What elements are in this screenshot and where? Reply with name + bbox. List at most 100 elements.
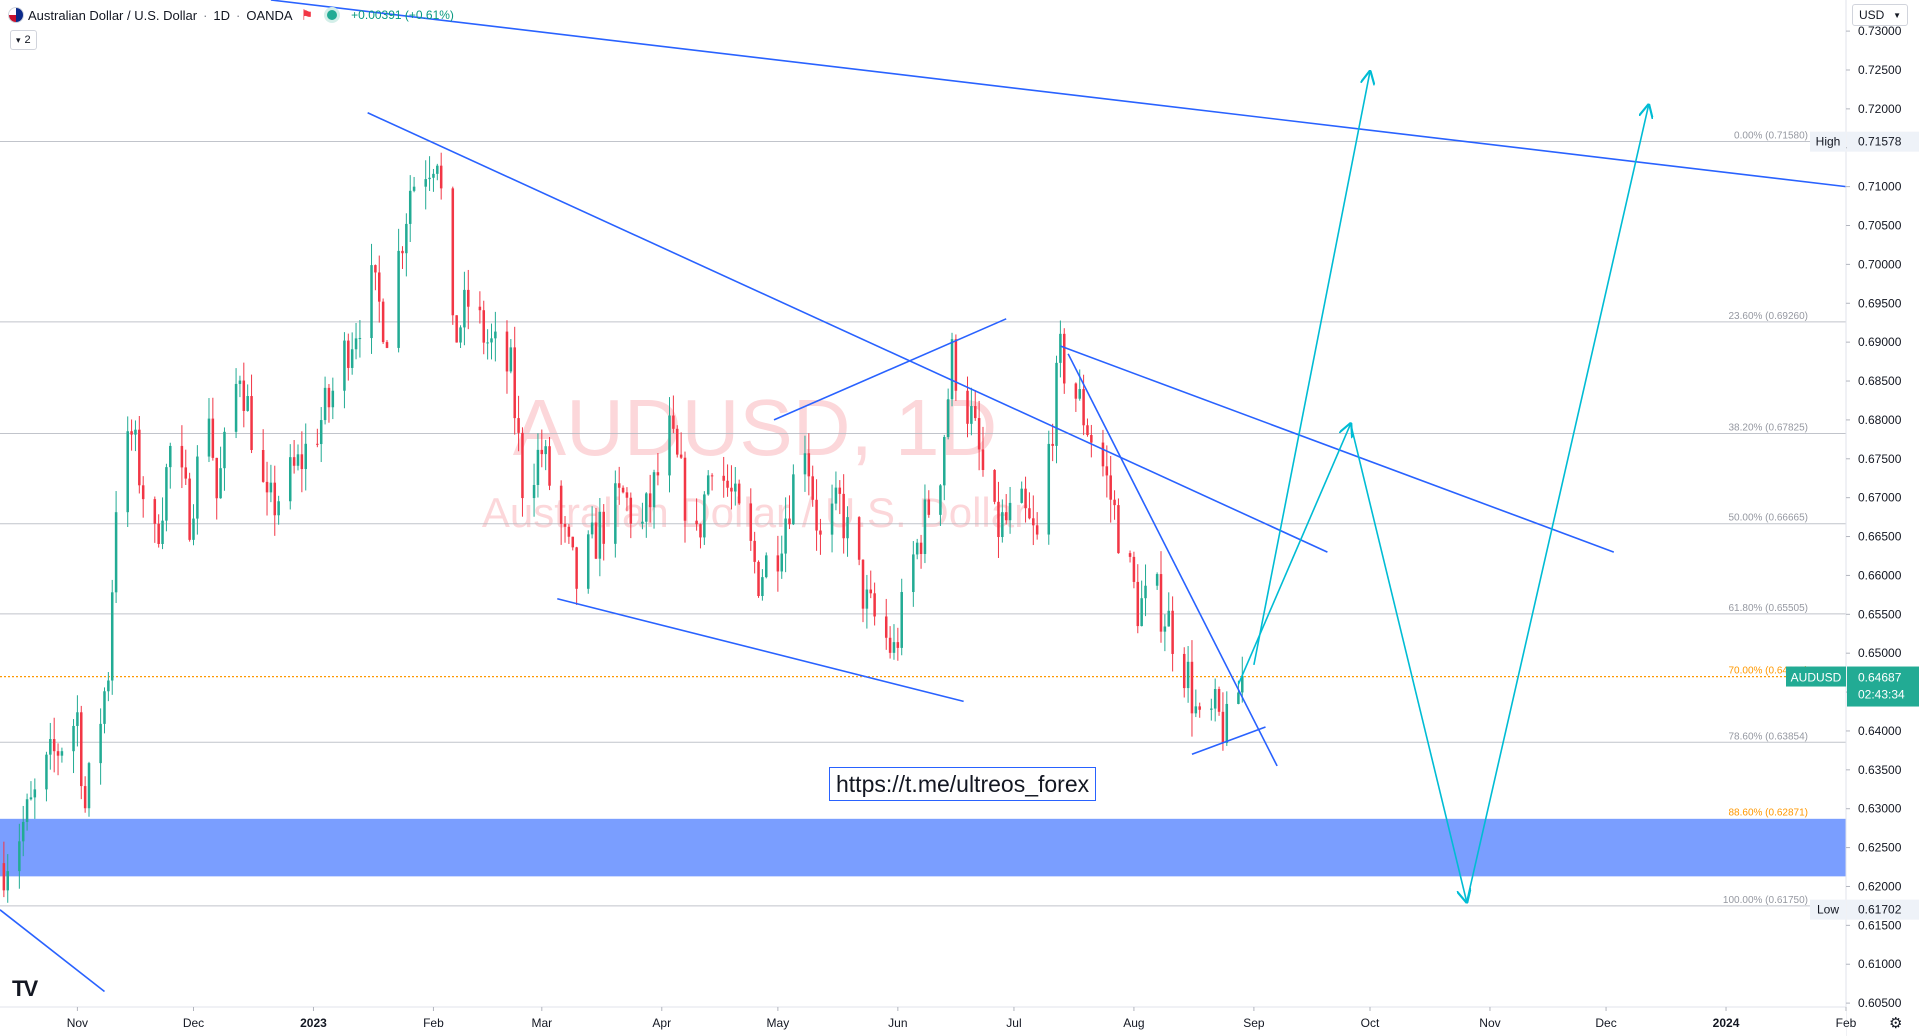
candle-body — [33, 789, 37, 798]
candle-body — [2, 863, 6, 891]
candle-body — [126, 431, 129, 513]
candle-body — [486, 342, 489, 344]
candle-body — [981, 449, 985, 470]
level-price-label: 0.71578 — [1858, 135, 1902, 149]
candle-body — [737, 483, 741, 504]
candle-body — [234, 383, 238, 432]
fib-level-label: 23.60% (0.69260) — [1728, 311, 1808, 322]
trendline — [1191, 726, 1266, 756]
fib-level-label: 38.20% (0.67825) — [1728, 423, 1808, 434]
trendline — [1060, 345, 1615, 553]
candle-body — [1078, 389, 1081, 399]
candle-body — [977, 418, 981, 450]
candle-body — [242, 380, 246, 411]
candle-body — [134, 429, 137, 435]
price-tick-label: 0.60500 — [1858, 996, 1902, 1010]
current-price-label: 0.64687 — [1858, 671, 1902, 685]
time-tick-label: May — [767, 1016, 790, 1030]
candle-body — [915, 542, 919, 555]
candle-body — [408, 190, 412, 224]
candle-body — [196, 456, 199, 519]
candle-body — [586, 534, 590, 589]
candle-body — [401, 250, 404, 254]
candle-body — [1163, 626, 1167, 632]
candle-body — [722, 475, 725, 481]
price-tick-label: 0.69500 — [1858, 296, 1902, 310]
price-tick-label: 0.71000 — [1858, 180, 1902, 194]
currency-selector[interactable]: USD ▼ — [1852, 4, 1908, 26]
candle-body — [1140, 598, 1143, 627]
candle-body — [451, 188, 455, 316]
currency-label: USD — [1859, 8, 1885, 22]
candle-body — [672, 415, 675, 429]
candle-body — [319, 420, 323, 445]
candle-body — [114, 512, 118, 593]
candle-body — [45, 754, 48, 790]
candle-body — [939, 485, 942, 515]
candle-body — [153, 499, 157, 524]
candle-body — [575, 547, 578, 589]
candle-body — [792, 474, 795, 525]
fib-level-label: 61.80% (0.65505) — [1728, 603, 1808, 614]
candle-body — [703, 494, 706, 538]
candle-body — [107, 680, 110, 692]
candle-body — [188, 478, 191, 540]
candle-body — [788, 518, 791, 525]
tradingview-logo-icon[interactable]: TV — [12, 976, 38, 1001]
candle-body — [141, 485, 145, 500]
candle-body — [946, 399, 950, 438]
level-tag-label: High — [1816, 135, 1841, 149]
candle-body — [753, 540, 756, 562]
price-tick-label: 0.67000 — [1858, 491, 1902, 505]
candle-body — [1213, 688, 1217, 709]
candle-body — [56, 751, 60, 756]
candle-body — [521, 432, 524, 499]
trendline — [367, 112, 1328, 553]
candle-body — [52, 739, 56, 752]
candle-body — [1113, 499, 1116, 506]
symbol-badge-bg — [1786, 666, 1846, 687]
candle-body — [761, 577, 764, 597]
candle-body — [327, 387, 331, 408]
candle-body — [412, 186, 416, 191]
candle-body — [563, 523, 567, 527]
candle-body — [192, 518, 195, 540]
candle-body — [467, 289, 470, 307]
price-tick-label: 0.73000 — [1858, 24, 1902, 38]
candle-body — [784, 518, 787, 554]
fib-level-label: 78.60% (0.63854) — [1728, 731, 1808, 742]
header-separator: · — [236, 7, 241, 23]
interval-label[interactable]: 1D — [213, 7, 231, 23]
candle-body — [343, 340, 346, 391]
symbol-title[interactable]: Australian Dollar / U.S. Dollar — [28, 7, 198, 23]
candle-body — [617, 483, 621, 488]
candle-body — [250, 396, 253, 451]
candle-body — [675, 428, 679, 455]
candle-body — [1136, 581, 1140, 627]
flag-icon[interactable]: ⚑ — [300, 6, 314, 23]
candle-body — [1210, 708, 1213, 710]
price-tick-label: 0.72000 — [1858, 102, 1902, 116]
candle-body — [180, 445, 184, 468]
indicators-toggle[interactable]: ▾ 2 — [10, 30, 37, 50]
candle-body — [1062, 333, 1066, 384]
candle-body — [83, 786, 87, 809]
fib-level-label: 88.60% (0.62871) — [1728, 808, 1808, 819]
candle-body — [954, 339, 958, 391]
price-axis-background — [1846, 0, 1919, 1036]
candle-body — [861, 559, 865, 609]
candle-body — [304, 443, 307, 470]
candle-body — [370, 265, 373, 339]
candle-body — [1008, 502, 1012, 521]
candle-body — [842, 493, 845, 539]
candle-body — [1194, 706, 1198, 714]
candle-body — [432, 173, 435, 178]
chevron-down-icon: ▼ — [1893, 10, 1901, 20]
candle-body — [110, 592, 114, 681]
gear-icon[interactable]: ⚙ — [1889, 1015, 1903, 1032]
candle-body — [621, 487, 625, 493]
candle-body — [815, 499, 818, 531]
candle-body — [1035, 525, 1039, 535]
price-tick-label: 0.70000 — [1858, 257, 1902, 271]
